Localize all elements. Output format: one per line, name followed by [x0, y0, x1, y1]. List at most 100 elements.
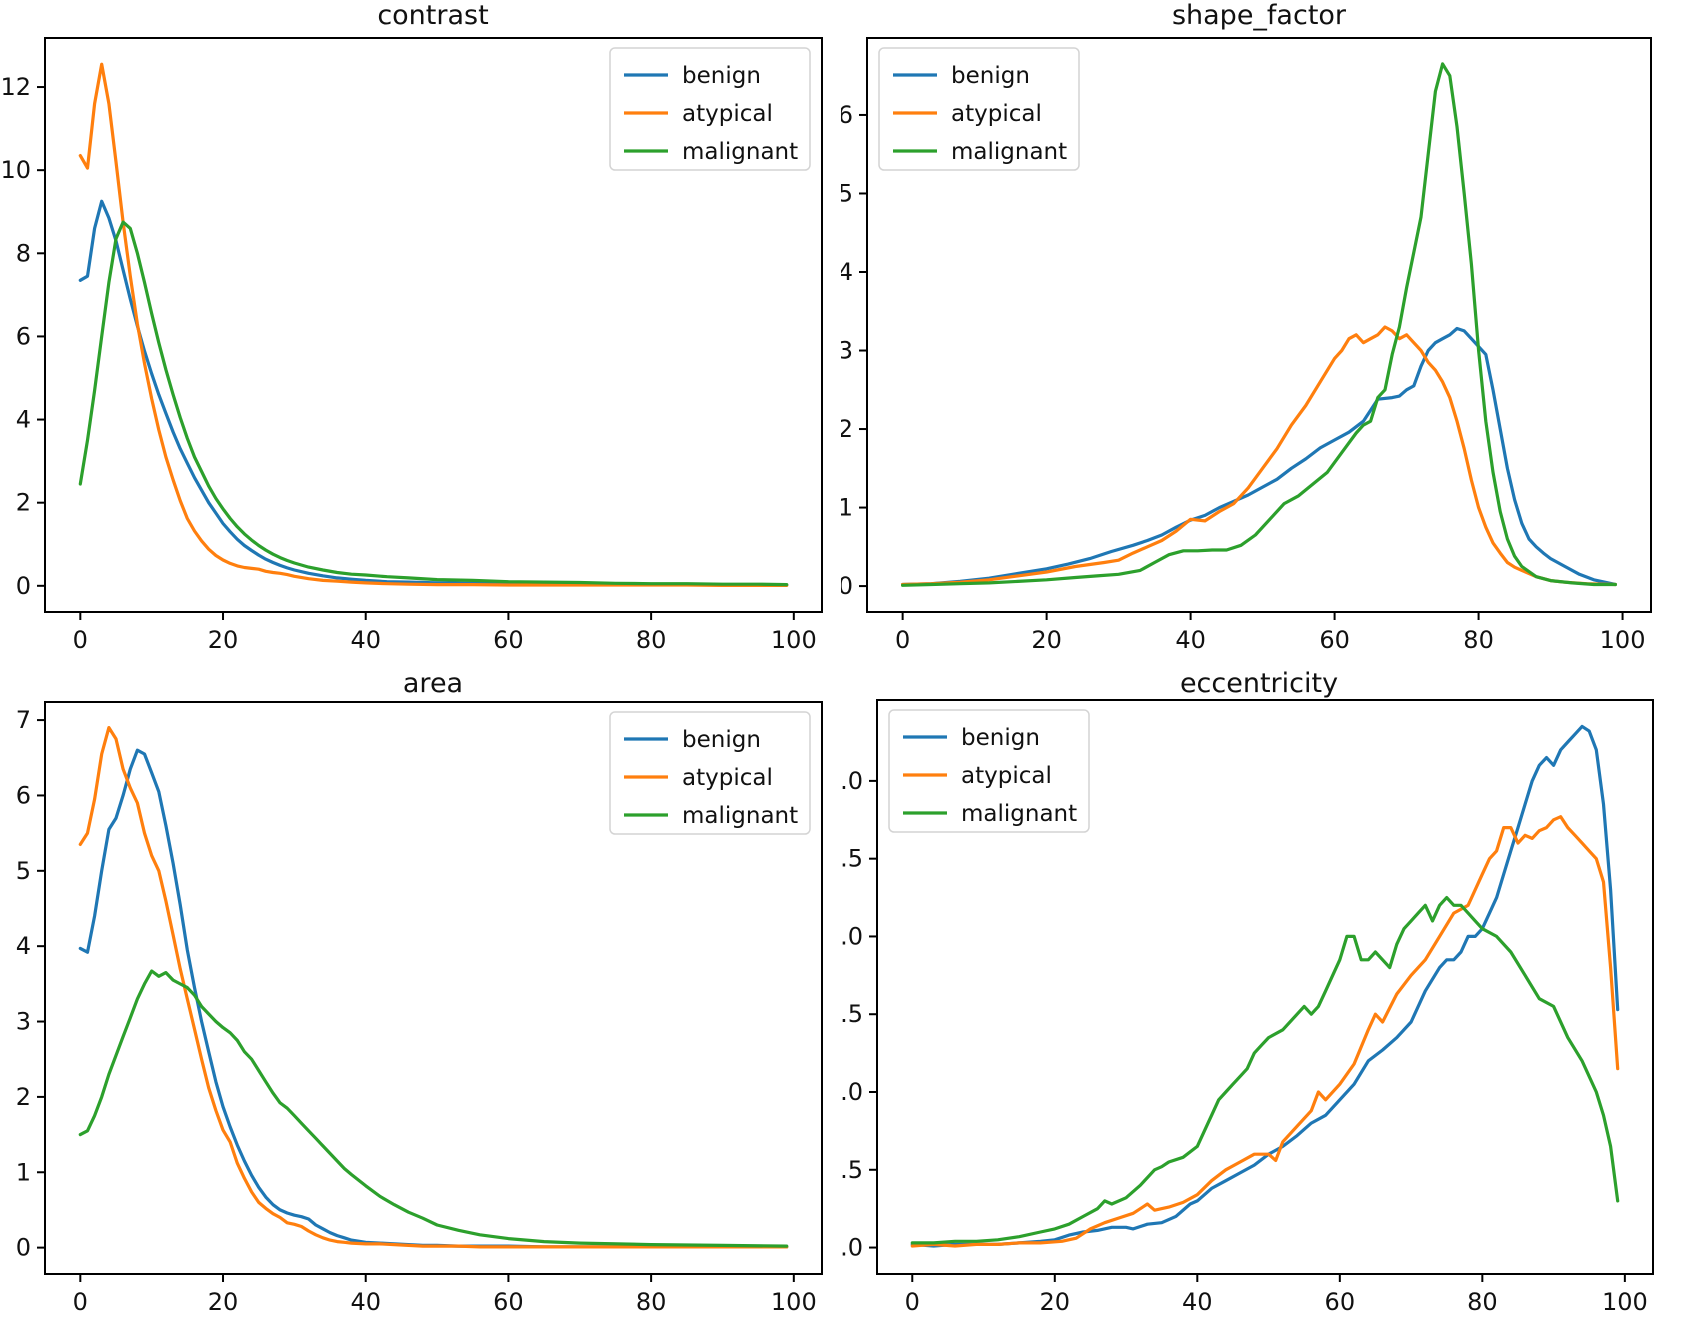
x-tick-label: 60: [1319, 626, 1350, 654]
y-tick-label: 1: [16, 1158, 31, 1186]
x-tick-label: 40: [350, 626, 381, 654]
y-tick-label: 0: [16, 1234, 31, 1262]
y-tick-label: 1.5: [841, 1000, 863, 1028]
plot-frame: [44, 37, 823, 613]
y-tick-label: 5: [841, 179, 853, 207]
y-tick-label: 2: [841, 415, 853, 443]
chart-canvas-eccentricity: 0 20 40 60 80 100 0.0 0.5 1.0 1.5 2.0 2.5 3.0 benign a…: [841, 699, 1654, 1316]
legend-label: atypical: [951, 101, 1042, 127]
chart-canvas-area: 0 20 40 60 80 100 0 1 2 3 4 5 6 7 benign atypical malign…: [16, 701, 823, 1316]
subplot-contrast: contrast 0 20 40 60 80 100 0 2 4 6 8 10 12 benign atyp…: [0, 0, 841, 660]
subplot-area: area 0 20 40 60 80 100 0 1 2 3 4 5 6 7 benign atypical m…: [0, 660, 841, 1330]
x-tick-label: 0: [73, 1288, 88, 1316]
legend-label: benign: [961, 725, 1040, 751]
x-tick-label: 60: [493, 626, 524, 654]
y-tick-label: 3.0: [841, 767, 863, 795]
chart-title-eccentricity: eccentricity: [1179, 668, 1339, 699]
y-tick-label: 3: [16, 1008, 31, 1036]
y-tick-label: 2.5: [841, 845, 863, 873]
x-tick-label: 60: [493, 1288, 524, 1316]
x-tick-label: 100: [771, 1288, 817, 1316]
legend-label: atypical: [961, 763, 1052, 789]
legend-item-benign: benign: [903, 725, 1040, 751]
x-tick-label: 100: [1602, 1288, 1648, 1316]
plot-frame: [44, 701, 823, 1275]
subplot-shape-factor: shape_factor 0 20 40 60 80 100 0 1 2 3 4 5 6 benign at…: [841, 0, 1681, 660]
x-tick-label: 20: [208, 626, 239, 654]
x-tick-label: 40: [1175, 626, 1206, 654]
y-tick-label: 0: [841, 572, 853, 600]
series-atypical-line: [78, 62, 789, 588]
series-atypical-line: [900, 325, 1618, 587]
chart-canvas-shape-factor: 0 20 40 60 80 100 0 1 2 3 4 5 6 benign atypical maligna…: [841, 37, 1652, 654]
legend-label: malignant: [951, 139, 1067, 165]
legend-label: malignant: [961, 801, 1077, 827]
legend-item-benign: benign: [624, 727, 761, 753]
x-tick-label: 80: [1463, 626, 1494, 654]
legend-item-atypical: atypical: [903, 763, 1052, 789]
legend-label: benign: [682, 63, 761, 89]
x-tick-label: 60: [1325, 1288, 1356, 1316]
y-tick-label: 12: [0, 73, 31, 101]
x-tick-label: 100: [771, 626, 817, 654]
y-tick-label: 8: [16, 239, 31, 267]
y-tick-label: 3: [841, 337, 853, 365]
subplot-eccentricity: eccentricity 0 20 40 60 80 100 0.0 0.5 1.0 1.5 2.0…: [841, 660, 1681, 1330]
series-atypical-line: [78, 725, 789, 1249]
x-tick-label: 80: [1467, 1288, 1498, 1316]
legend-box: [878, 47, 1080, 171]
y-tick-label: 4: [841, 258, 853, 286]
legend-item-atypical: atypical: [624, 765, 773, 791]
x-tick-label: 40: [1182, 1288, 1213, 1316]
x-tick-label: 0: [73, 626, 88, 654]
x-axis: 0 20 40 60 80 100: [905, 1274, 1648, 1316]
legend: benign atypical malignant: [609, 47, 811, 171]
legend-label: malignant: [682, 803, 798, 829]
x-axis: 0 20 40 60 80 100: [73, 1274, 817, 1316]
legend-box: [888, 709, 1090, 833]
x-tick-label: 20: [1031, 626, 1062, 654]
y-tick-label: 0.5: [841, 1156, 863, 1184]
chart-title-area: area: [402, 668, 464, 699]
y-tick-label: 4: [16, 932, 31, 960]
x-tick-label: 80: [636, 626, 667, 654]
legend-item-malignant: malignant: [624, 803, 798, 829]
chart-title-shape-factor: shape_factor: [1171, 0, 1347, 31]
x-tick-label: 0: [905, 1288, 920, 1316]
legend-item-atypical: atypical: [893, 101, 1042, 127]
x-tick-label: 40: [350, 1288, 381, 1316]
x-tick-label: 20: [208, 1288, 239, 1316]
plot-frame: [876, 699, 1654, 1275]
legend: benign atypical malignant: [888, 709, 1090, 833]
legend-label: benign: [951, 63, 1030, 89]
y-tick-label: 6: [16, 322, 31, 350]
series-malignant-line: [900, 62, 1618, 587]
series-malignant-line: [910, 896, 1620, 1245]
y-tick-label: 0: [16, 572, 31, 600]
x-tick-label: 100: [1600, 626, 1646, 654]
series-atypical-line: [910, 815, 1620, 1248]
y-tick-label: 1.0: [841, 1078, 863, 1106]
legend-box: [609, 711, 811, 835]
x-tick-label: 80: [636, 1288, 667, 1316]
legend-label: malignant: [682, 139, 798, 165]
x-tick-label: 0: [895, 626, 910, 654]
series-benign-line: [910, 724, 1620, 1248]
legend: benign atypical malignant: [609, 711, 811, 835]
y-tick-label: 1: [841, 494, 853, 522]
series-malignant-line: [78, 220, 789, 587]
y-axis: 0 1 2 3 4 5 6 7: [16, 706, 45, 1262]
legend-item-malignant: malignant: [893, 139, 1067, 165]
legend: benign atypical malignant: [878, 47, 1080, 171]
x-tick-label: 20: [1040, 1288, 1071, 1316]
x-axis: 0 20 40 60 80 100: [73, 612, 817, 654]
legend-item-benign: benign: [624, 63, 761, 89]
chart-canvas-contrast: 0 20 40 60 80 100 0 2 4 6 8 10 12 benign atypical malig…: [0, 37, 823, 654]
legend-label: atypical: [682, 101, 773, 127]
y-tick-label: 2: [16, 489, 31, 517]
y-tick-label: 2.0: [841, 922, 863, 950]
y-axis: 0.0 0.5 1.0 1.5 2.0 2.5 3.0: [841, 767, 877, 1262]
y-tick-label: 4: [16, 406, 31, 434]
legend-item-malignant: malignant: [624, 139, 798, 165]
y-tick-label: 6: [16, 781, 31, 809]
